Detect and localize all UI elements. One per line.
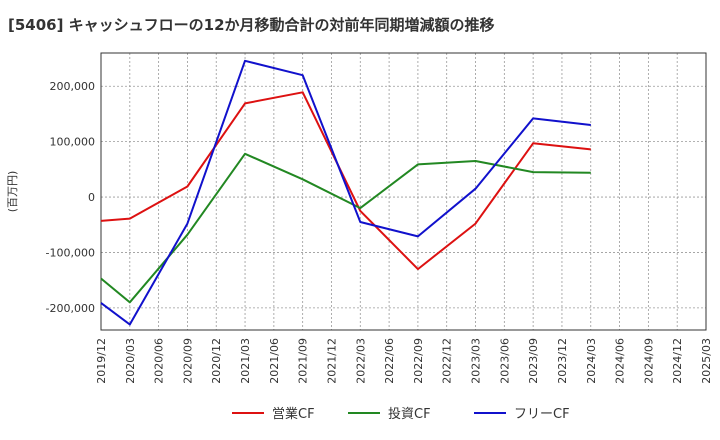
- x-tick-label: 2025/03: [700, 338, 713, 384]
- y-tick-label: 200,000: [50, 80, 96, 93]
- x-tick-label: 2020/06: [153, 338, 166, 384]
- y-tick-label: -200,000: [46, 302, 95, 315]
- x-tick-label: 2021/06: [268, 338, 281, 384]
- plot-area: [100, 52, 707, 331]
- legend-label: フリーCF: [514, 407, 570, 422]
- x-tick-label: 2024/12: [671, 338, 684, 384]
- y-axis-ticks: -200,000 -100,000 0 100,000 200,000: [46, 80, 95, 315]
- x-tick-label: 2024/09: [642, 338, 655, 384]
- x-tick-label: 2021/09: [297, 338, 310, 384]
- series-line-2: [100, 152, 591, 304]
- x-tick-label: 2020/12: [210, 338, 223, 384]
- y-tick-label: 100,000: [50, 136, 96, 149]
- y-tick-label: -100,000: [46, 246, 95, 259]
- legend-label: 営業CF: [272, 406, 315, 422]
- x-tick-label: 2024/03: [585, 338, 598, 384]
- x-tick-label: 2024/06: [614, 338, 627, 384]
- series-line-3: [100, 59, 591, 326]
- x-tick-label: 2021/12: [325, 338, 338, 384]
- legend: 営業CF 投資CF フリーCF: [232, 406, 570, 422]
- x-tick-label: 2023/12: [556, 338, 569, 384]
- x-tick-label: 2023/09: [527, 338, 540, 384]
- x-tick-label: 2023/03: [470, 338, 483, 384]
- series-line-1: [100, 91, 591, 271]
- x-tick-label: 2022/12: [441, 338, 454, 384]
- series-lines: [100, 59, 591, 326]
- y-axis-label: (百万円): [6, 171, 19, 213]
- x-tick-label: 2020/03: [124, 338, 137, 384]
- legend-label: 投資CF: [388, 406, 431, 422]
- chart-title: [5406] キャッシュフローの12か月移動合計の対前年同期増減額の推移: [8, 16, 495, 34]
- x-tick-label: 2022/06: [383, 338, 396, 384]
- x-tick-label: 2019/12: [95, 338, 108, 384]
- grid: [100, 53, 707, 330]
- x-tick-label: 2020/09: [181, 338, 194, 384]
- x-tick-label: 2022/09: [412, 338, 425, 384]
- x-axis-ticks: 2019/12 2020/03 2020/06 2020/09 2020/12 2021/…: [95, 338, 713, 384]
- x-tick-label: 2022/03: [354, 338, 367, 384]
- x-tick-label: 2021/03: [239, 338, 252, 384]
- x-tick-label: 2023/06: [498, 338, 511, 384]
- y-tick-label: 0: [88, 191, 95, 204]
